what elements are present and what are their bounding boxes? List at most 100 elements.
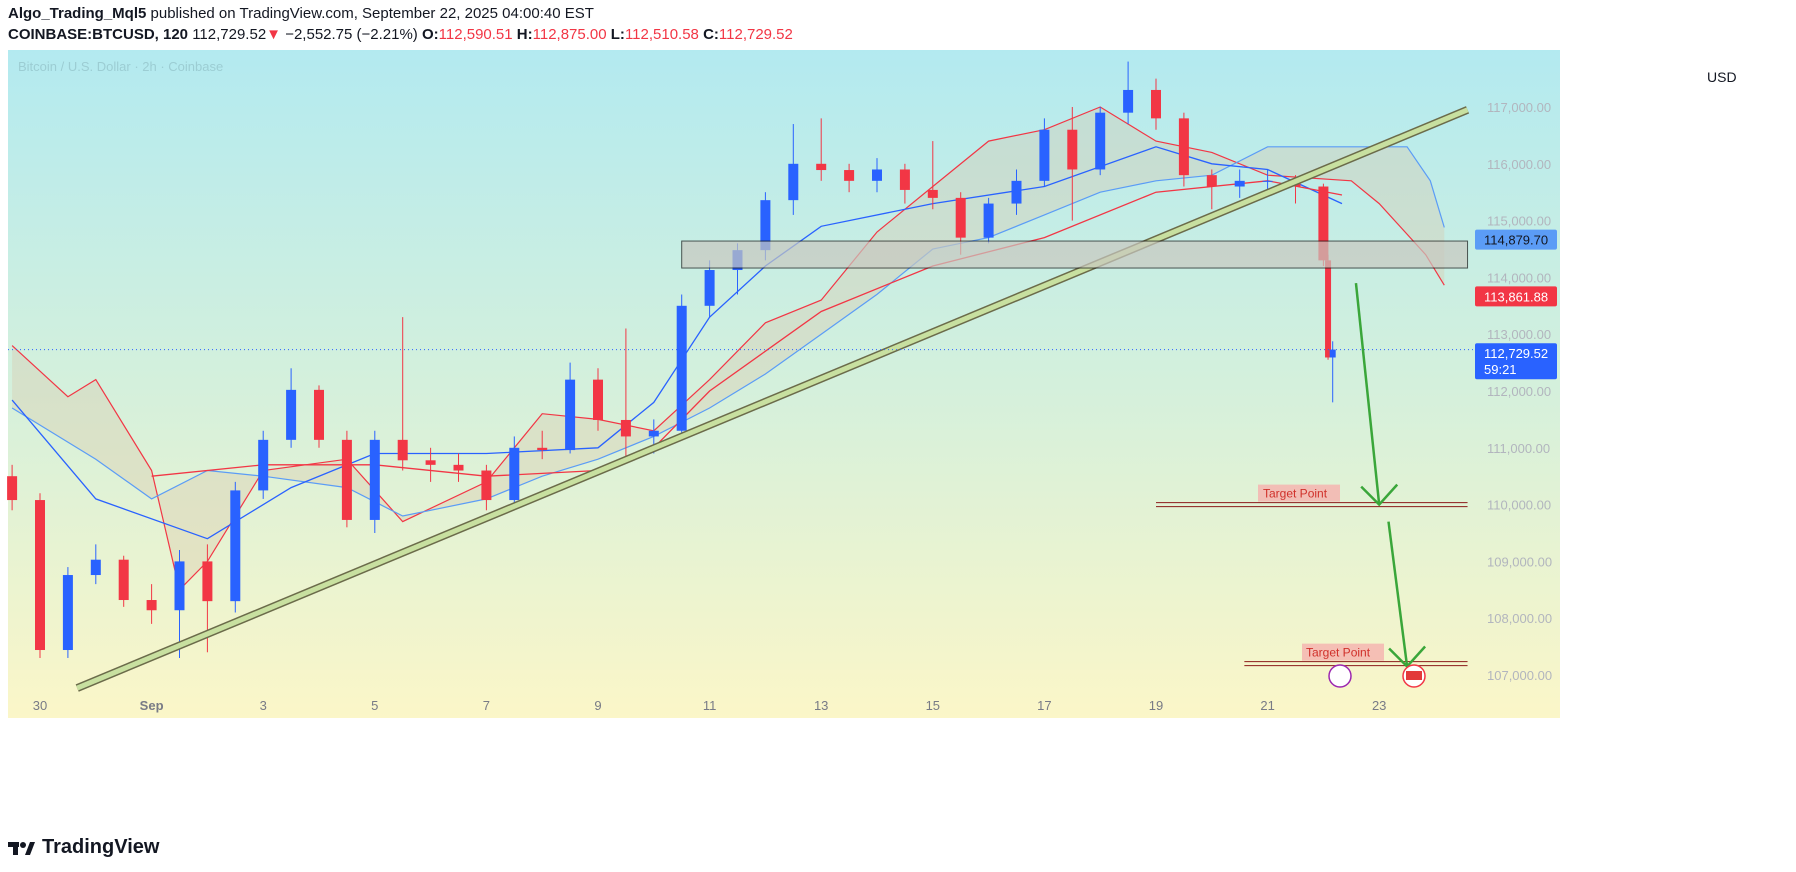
close-label: C: [703,26,719,43]
candle-body [7,476,18,501]
last-price: 112,729.52 [192,26,267,43]
tradingview-logo-text: TradingView [42,836,160,858]
candle-body [425,460,436,465]
open-label: O: [421,26,439,43]
ohlc-bar: COINBASE:BTCUSD, 120 112,729.52▼ −2,552.… [8,26,793,43]
candle-body [1067,129,1078,170]
y-tick-label: 108,000.00 [1487,611,1552,626]
change: −2,552.75 (−2.21%) [285,26,418,43]
candle-body [704,270,715,306]
candle-body [174,561,185,611]
x-tick-label: 30 [33,698,47,713]
y-tick-label: 110,000.00 [1487,498,1551,513]
price-label: 114,879.70 [1484,233,1548,248]
chart-title: Bitcoin / U.S. Dollar · 2h · Coinbase [18,59,223,74]
candle-body [1011,180,1022,204]
resistance-zone [681,240,1469,269]
span-a-line [11,106,1445,591]
high-label: H: [516,26,533,43]
red-moving-average [151,180,1343,477]
candle-body [397,439,408,461]
candle-body [230,490,241,602]
x-tick-label: 13 [814,698,828,713]
down-arrow [1387,521,1409,667]
candle-body [844,170,855,181]
publish-info: Algo_Trading_Mql5 published on TradingVi… [8,5,594,22]
x-tick-label: 21 [1260,698,1274,713]
y-tick-label: 111,000.00 [1487,441,1550,456]
arrow-head-icon [1360,483,1399,507]
candle-body [1206,175,1217,187]
tradingview-logo[interactable]: TradingView [8,836,159,859]
tradingview-logo-icon [8,841,35,855]
low-value: 112,510.58 [624,26,699,43]
candle-body [676,305,687,431]
author[interactable]: Algo_Trading_Mql5 [8,5,147,22]
x-tick-label: 17 [1037,698,1051,713]
x-tick-label: 5 [371,698,378,713]
price-label: 113,861.88 [1484,289,1548,304]
candle-body [927,189,938,198]
price-label-bg [1475,286,1557,307]
candle-body [620,419,631,437]
candle-body [1325,260,1332,358]
candle-body [955,197,966,238]
open-value: 112,590.51 [438,26,513,43]
target-label-bg [1258,484,1340,502]
y-tick-label: 113,000.00 [1487,327,1551,342]
candle-body [453,464,464,471]
price-label-bg [1475,229,1557,250]
candle-body [760,200,771,251]
candle-body [481,470,492,501]
y-tick-label: 117,000.00 [1487,100,1551,115]
x-tick-label: 9 [594,698,601,713]
candle-body [1039,129,1050,181]
down-arrow [1354,282,1381,505]
candle-body [565,379,576,451]
candle-body [118,559,129,601]
low-label: L: [610,26,625,43]
down-arrow-icon: ▼ [266,26,282,43]
currency-button[interactable]: USD [1695,62,1785,92]
candle-body [286,389,297,440]
candle-body [1318,186,1329,261]
y-tick-label: 107,000.00 [1487,668,1552,683]
x-tick-label: Sep [140,698,164,713]
candle-body [62,575,73,651]
x-tick-label: 23 [1372,698,1386,713]
price-label: 112,729.52 [1484,346,1548,361]
blue-moving-average [11,146,1343,540]
x-tick-label: 19 [1149,698,1163,713]
candle-body [1329,349,1336,358]
candle-body [1262,180,1273,182]
candle-body [258,439,269,491]
candle-body [35,500,45,651]
candle-body [816,163,827,171]
x-tick-label: 15 [926,698,940,713]
candle-body [341,439,352,520]
y-tick-label: 115,000.00 [1487,214,1551,229]
y-tick-label: 116,000.00 [1487,157,1551,172]
candle-body [146,600,157,611]
candle-body [593,379,603,420]
candle-body [1123,89,1134,113]
candle-body [788,163,799,201]
countdown-label: 59:21 [1484,362,1517,377]
x-tick-label: 7 [483,698,490,713]
candle-body [1095,112,1106,170]
lightning-event-icon [1328,664,1352,688]
price-label-bg [1475,343,1557,380]
y-tick-label: 114,000.00 [1487,270,1551,285]
candle-body [202,561,213,602]
target-label: Target Point [1263,487,1328,501]
y-tick-label: 112,000.00 [1487,384,1551,399]
x-tick-label: 11 [703,698,717,713]
candle-body [1151,89,1161,119]
candle-body [983,203,994,238]
publish-text: published on TradingView.com, September … [150,5,594,22]
trendline [76,107,1469,691]
close-value: 112,729.52 [718,26,793,43]
target-label: Target Point [1306,646,1371,660]
candle-body [899,169,910,190]
